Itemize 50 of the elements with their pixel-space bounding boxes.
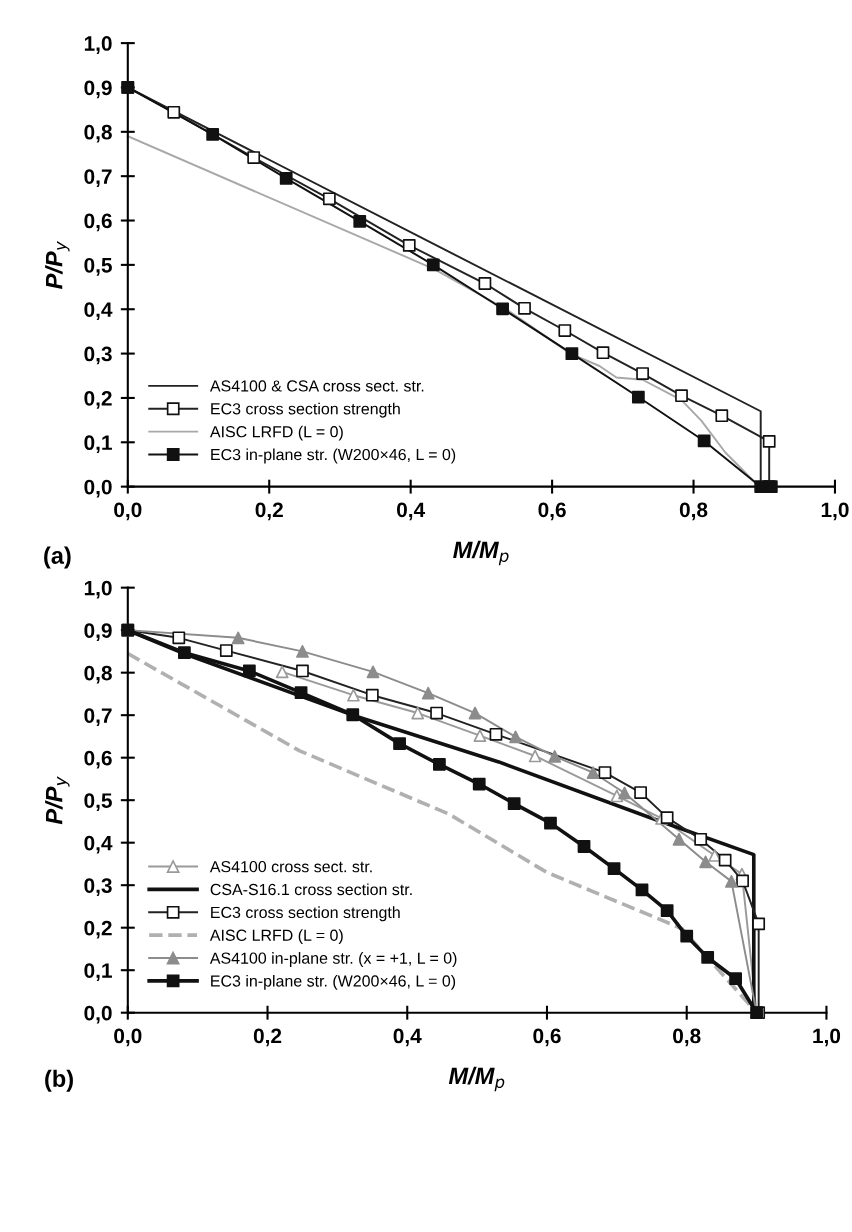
y-tick-label: 0,8 [84,665,112,684]
y-tick-label: 1,0 [84,36,112,54]
x-tick-label: 0,2 [253,1028,282,1047]
y-axis-title: P/P$_{y}$ [45,776,70,825]
legend-label: CSA-S16.1 cross section str. [210,883,412,896]
y-tick-label: 1,0 [84,580,112,599]
y-tick-label: 0,2 [84,390,112,409]
y-axis-title: P/P$_{y}$ [45,241,70,289]
legend-label: EC3 in-plane str. (W200×46, L = 0) [211,448,456,464]
y-tick-label: 0,4 [84,302,113,321]
y-tick-label: 0,9 [84,80,112,99]
y-tick-label: 0,6 [84,213,112,232]
y-tick-label: 0,0 [84,1005,112,1024]
text: (a) [44,546,71,569]
y-tick-label: 0,7 [84,169,112,187]
y-tick-label: 0,5 [84,257,112,276]
x-tick-label: 0,0 [114,1028,142,1047]
x-tick-label: 1,0 [821,502,849,521]
x-tick-label: 0,6 [538,502,566,521]
legend-label: EC3 cross section strength [211,906,400,922]
x-tick-label: 0,8 [673,1028,701,1047]
text: (b) [45,1069,73,1092]
y-tick-label: 0,7 [84,708,112,726]
x-axis-title: M/M$_{p}$ [453,540,509,566]
legend-label: EC3 in-plane str. (W200×46, L = 0) [211,974,456,990]
y-tick-label: 0,6 [84,750,112,769]
y-tick-label: 0,1 [84,963,112,981]
legend-label: AS4100 cross sect. str. [209,860,372,873]
y-tick-label: 0,5 [84,793,112,811]
y-tick-label: 0,1 [84,435,112,454]
y-tick-label: 0,0 [84,479,112,498]
legend-label: EC3 cross section strength [211,402,400,418]
x-tick-label: 0,8 [679,502,708,521]
y-tick-label: 0,4 [84,835,113,854]
legend-label: AISC LRFD (L = 0) [209,425,343,441]
y-tick-label: 0,3 [84,878,112,896]
y-tick-label: 0,8 [84,124,112,143]
x-axis-title: M/M$_{p}$ [448,1066,505,1092]
x-tick-label: 1,0 [813,1028,841,1047]
legend-label: AS4100 & CSA cross sect. str. [209,380,424,392]
x-tick-label: 0,6 [533,1028,561,1047]
legend-label: AS4100 in-plane str. (x = +1, L = 0) [209,952,457,967]
x-tick-label: 0,4 [397,502,426,521]
y-tick-label: 0,9 [84,623,112,641]
x-tick-label: 0,0 [114,502,142,521]
x-tick-label: 0,2 [255,502,283,521]
legend-label: AISC LRFD (L = 0) [209,929,343,945]
y-tick-label: 0,3 [84,346,112,365]
x-tick-label: 0,4 [393,1028,422,1047]
y-tick-label: 0,2 [84,920,112,939]
